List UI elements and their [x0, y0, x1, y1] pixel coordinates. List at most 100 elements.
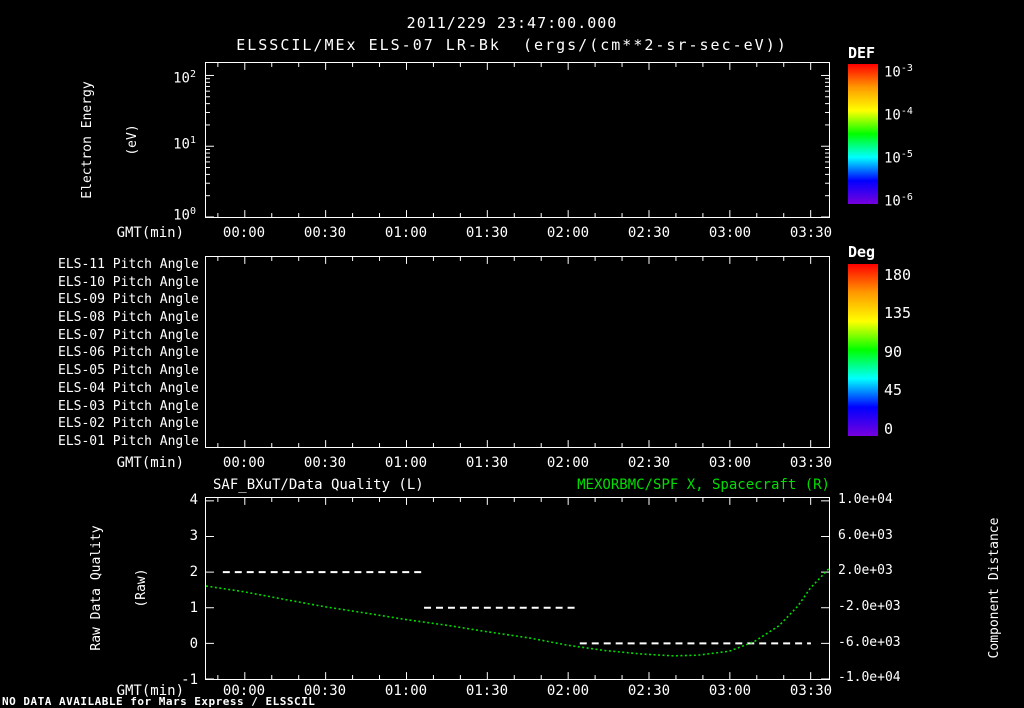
energy-spectrogram-panel — [205, 62, 830, 218]
distance-ytick-label: -2.0e+03 — [838, 599, 901, 614]
pitch-row-label: ELS-05 Pitch Angle — [58, 363, 199, 378]
xaxis-tick-label: 02:00 — [546, 683, 590, 699]
tick-exp: 2 — [189, 69, 196, 80]
xaxis-tick-label: 03:00 — [708, 225, 752, 241]
tick-base: 10 — [884, 64, 901, 81]
def-colorbar-tick: 10-4 — [884, 107, 954, 123]
xaxis-tick-label: 01:30 — [465, 683, 509, 699]
xaxis-tick-label: 00:30 — [303, 683, 347, 699]
xaxis-tick-label: 01:00 — [384, 455, 428, 471]
xaxis-title: GMT(min) — [116, 683, 184, 699]
xaxis-row-3: GMT(min) 00:00 00:30 01:00 01:30 02:00 0… — [0, 684, 1024, 700]
tick-exp: 1 — [189, 135, 196, 146]
tick-exp: -6 — [900, 192, 913, 203]
page-title: ELSSCIL/MEx ELS-07 LR-Bk (ergs/(cm**2-sr… — [236, 36, 788, 54]
tick-base: 10 — [173, 70, 190, 87]
deg-colorbar-tick: 180 — [884, 266, 912, 284]
tick-base: 10 — [884, 107, 901, 124]
distance-ytick-label: -1.0e+04 — [838, 670, 901, 685]
distance-ytick-label: 2.0e+03 — [838, 563, 893, 578]
xaxis-tick-label: 02:30 — [627, 225, 671, 241]
deg-colorbar-gradient — [848, 264, 878, 436]
distance-ytick-label: 1.0e+04 — [838, 492, 893, 507]
tick-exp: -5 — [900, 149, 913, 160]
pitch-row-label: ELS-02 Pitch Angle — [58, 416, 199, 431]
distance-axis-title: Component Distance (km) — [957, 478, 1002, 698]
pitch-row-label: ELS-07 Pitch Angle — [58, 328, 199, 343]
xaxis-title: GMT(min) — [116, 225, 184, 241]
quality-ytick-label: 3 — [189, 528, 198, 544]
quality-distance-panel — [205, 497, 830, 680]
tick-base: 10 — [173, 207, 190, 224]
energy-ytick-label: 100 — [140, 207, 196, 223]
xaxis-tick-label: 02:30 — [627, 455, 671, 471]
pitch-row-label: ELS-06 Pitch Angle — [58, 345, 199, 360]
xaxis-tick-label: 03:00 — [708, 455, 752, 471]
quality-ytick-label: 2 — [189, 564, 198, 580]
tick-exp: -4 — [900, 106, 913, 117]
no-data-banner: NO DATA AVAILABLE for Mars Express / ELS… — [2, 695, 316, 708]
tick-exp: 0 — [189, 206, 196, 217]
def-colorbar-gradient — [848, 64, 878, 204]
quality-ytick-label: 4 — [189, 492, 198, 508]
tick-base: 10 — [173, 136, 190, 153]
energy-axis-title: Electron Energy (eV) — [50, 53, 140, 227]
quality-axis-title-line2: (Raw) — [134, 568, 149, 608]
deg-colorbar-tick: 0 — [884, 420, 894, 438]
pitch-row-label: ELS-08 Pitch Angle — [58, 310, 199, 325]
energy-axis-title-line1: Electron Energy — [80, 81, 95, 199]
xaxis-tick-label: 03:00 — [708, 683, 752, 699]
quality-ytick-label: -1 — [181, 672, 198, 688]
deg-colorbar-tick: 45 — [884, 381, 903, 399]
deg-colorbar-tick: 135 — [884, 304, 912, 322]
tick-exp: -3 — [900, 63, 913, 74]
spacecraft-distance-curve — [206, 567, 829, 657]
xaxis-tick-label: 00:30 — [303, 225, 347, 241]
tick-base: 10 — [884, 193, 901, 210]
panel3-title-right: MEXORBMC/SPF X, Spacecraft (R) — [577, 477, 830, 493]
energy-spectrogram-canvas — [206, 63, 829, 217]
xaxis-title: GMT(min) — [116, 455, 184, 471]
xaxis-tick-label: 00:00 — [222, 455, 266, 471]
quality-axis-title: Raw Data Quality (Raw) — [59, 478, 149, 698]
xaxis-tick-label: 02:30 — [627, 683, 671, 699]
distance-ytick-label: 6.0e+03 — [838, 528, 893, 543]
quality-ytick-label: 0 — [189, 636, 198, 652]
pitch-row-label: ELS-09 Pitch Angle — [58, 292, 199, 307]
def-colorbar-tick: 10-6 — [884, 193, 954, 209]
deg-colorbar-tick: 90 — [884, 343, 903, 361]
quality-distance-canvas — [206, 498, 829, 679]
timestamp: 2011/229 23:47:00.000 — [406, 14, 618, 32]
distance-axis-title-line1: Component Distance — [987, 517, 1002, 659]
tick-base: 10 — [884, 150, 901, 167]
xaxis-tick-label: 01:30 — [465, 455, 509, 471]
xaxis-row-2: GMT(min) 00:00 00:30 01:00 01:30 02:00 0… — [0, 456, 1024, 472]
xaxis-tick-label: 01:30 — [465, 225, 509, 241]
pitch-row-label: ELS-10 Pitch Angle — [58, 275, 199, 290]
def-colorbar-tick: 10-3 — [884, 64, 954, 80]
xaxis-tick-label: 02:00 — [546, 225, 590, 241]
def-colorbar-title: DEF — [848, 44, 876, 62]
xaxis-tick-label: 01:00 — [384, 225, 428, 241]
xaxis-tick-label: 00:30 — [303, 455, 347, 471]
deg-colorbar-title: Deg — [848, 243, 876, 261]
pitch-row-label: ELS-03 Pitch Angle — [58, 399, 199, 414]
xaxis-tick-label: 00:00 — [222, 225, 266, 241]
distance-ytick-label: -6.0e+03 — [838, 635, 901, 650]
xaxis-tick-label: 00:00 — [222, 683, 266, 699]
xaxis-tick-label: 03:30 — [789, 225, 833, 241]
energy-axis-title-line2: (eV) — [125, 124, 140, 156]
xaxis-tick-label: 02:00 — [546, 455, 590, 471]
pitch-angle-canvas — [217, 257, 812, 447]
pitch-row-label: ELS-11 Pitch Angle — [58, 257, 199, 272]
energy-ytick-label: 102 — [140, 70, 196, 86]
quality-ytick-label: 1 — [189, 600, 198, 616]
xaxis-row-1: GMT(min) 00:00 00:30 01:00 01:30 02:00 0… — [0, 226, 1024, 242]
energy-ytick-label: 101 — [140, 136, 196, 152]
xaxis-tick-label: 03:30 — [789, 455, 833, 471]
pitch-row-label: ELS-01 Pitch Angle — [58, 434, 199, 449]
panel3-title-left: SAF_BXuT/Data Quality (L) — [213, 477, 424, 493]
quality-axis-title-line1: Raw Data Quality — [89, 525, 104, 651]
pitch-row-label: ELS-04 Pitch Angle — [58, 381, 199, 396]
